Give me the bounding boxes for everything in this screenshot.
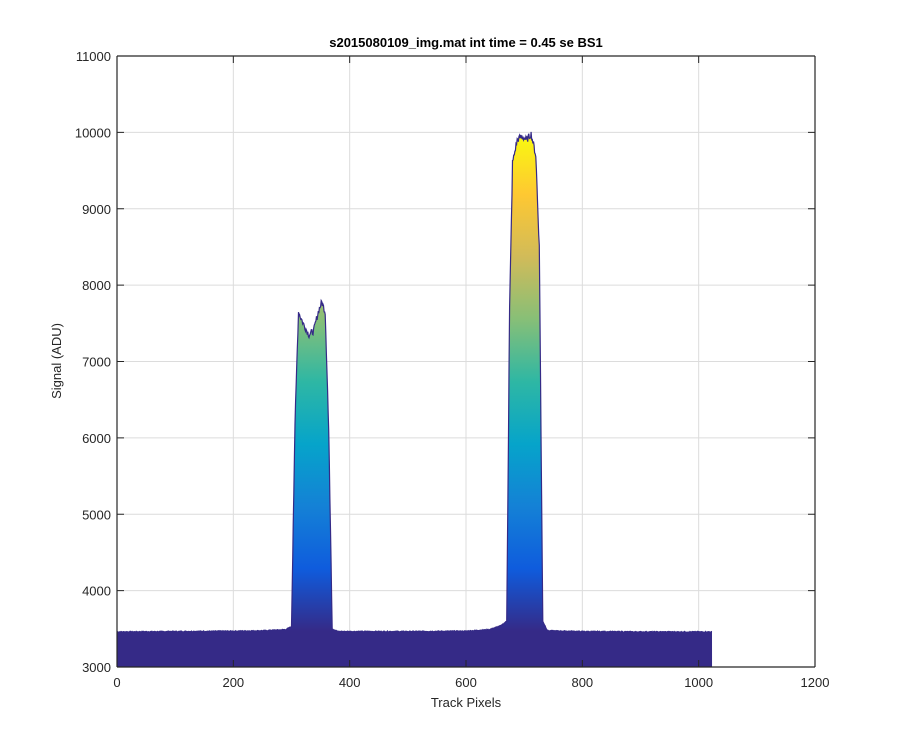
x-tick-label: 0 [113, 675, 120, 690]
y-tick-label: 5000 [82, 507, 111, 522]
x-tick-label: 800 [571, 675, 593, 690]
y-tick-label: 4000 [82, 584, 111, 599]
y-tick-label: 7000 [82, 355, 111, 370]
y-axis-label: Signal (ADU) [49, 323, 64, 399]
x-tick-label: 400 [339, 675, 361, 690]
signal-area [117, 131, 713, 667]
y-tick-label: 9000 [82, 202, 111, 217]
x-tick-label: 600 [455, 675, 477, 690]
signal-baseline-line [117, 131, 713, 634]
chart-title: s2015080109_img.mat int time = 0.45 se B… [329, 35, 603, 50]
y-tick-label: 11000 [76, 49, 111, 64]
tick-labels: 0 200 400 600 800 1000 1200 3000 4000 5000 6000 700… [75, 49, 830, 690]
x-axis-label: Track Pixels [431, 695, 502, 710]
y-tick-label: 6000 [82, 431, 111, 446]
x-tick-label: 200 [222, 675, 244, 690]
plot-series [117, 131, 713, 667]
y-tick-label: 8000 [82, 278, 111, 293]
x-tick-label: 1200 [801, 675, 830, 690]
y-tick-label: 3000 [82, 660, 111, 675]
y-tick-label: 10000 [75, 125, 111, 140]
x-tick-label: 1000 [684, 675, 713, 690]
grid-lines [117, 56, 815, 667]
